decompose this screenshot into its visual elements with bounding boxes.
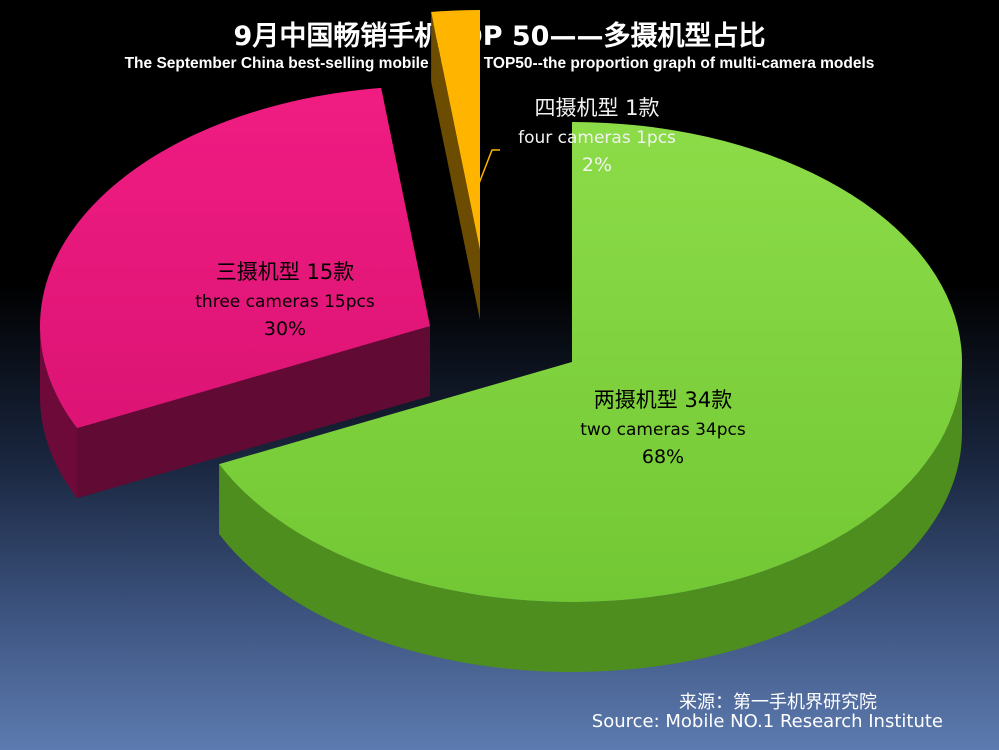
slice-label-three: 三摄机型 15款 three cameras 15pcs 30% bbox=[170, 256, 400, 344]
slice-label-three-zh: 三摄机型 15款 bbox=[215, 260, 355, 284]
slice-two bbox=[219, 122, 963, 603]
slice-label-four-zh: 四摄机型 1款 bbox=[534, 96, 660, 120]
slice-four bbox=[431, 10, 480, 250]
slice-label-two-en: two cameras 34pcs bbox=[580, 419, 746, 440]
source-en: Source: Mobile NO.1 Research Institute bbox=[591, 711, 943, 732]
slice-label-four-en: four cameras 1pcs bbox=[518, 127, 676, 148]
slice-label-two-zh: 两摄机型 34款 bbox=[593, 388, 733, 412]
slice-label-three-pct: 30% bbox=[263, 317, 307, 340]
slice-four-wall-0 bbox=[431, 11, 480, 321]
chart-title: 9月中国畅销手机TOP 50——多摄机型占比 bbox=[233, 21, 766, 52]
slice-label-two: 两摄机型 34款 two cameras 34pcs 68% bbox=[548, 384, 778, 472]
slice-label-two-pct: 68% bbox=[641, 445, 685, 468]
source-zh: 来源：第一手机界研究院 bbox=[679, 692, 877, 713]
slice-three-side bbox=[40, 326, 78, 499]
slice-label-three-en: three cameras 15pcs bbox=[195, 291, 375, 312]
chart-subtitle: The September China best-selling mobile … bbox=[124, 55, 875, 72]
leader-line-four bbox=[477, 149, 500, 187]
slice-label-four-pct: 2% bbox=[581, 153, 613, 176]
slice-three bbox=[39, 87, 431, 429]
slice-label-four: 四摄机型 1款 four cameras 1pcs 2% bbox=[492, 92, 702, 180]
slice-three-wall-0 bbox=[77, 326, 431, 499]
slice-two-side bbox=[219, 362, 963, 672]
